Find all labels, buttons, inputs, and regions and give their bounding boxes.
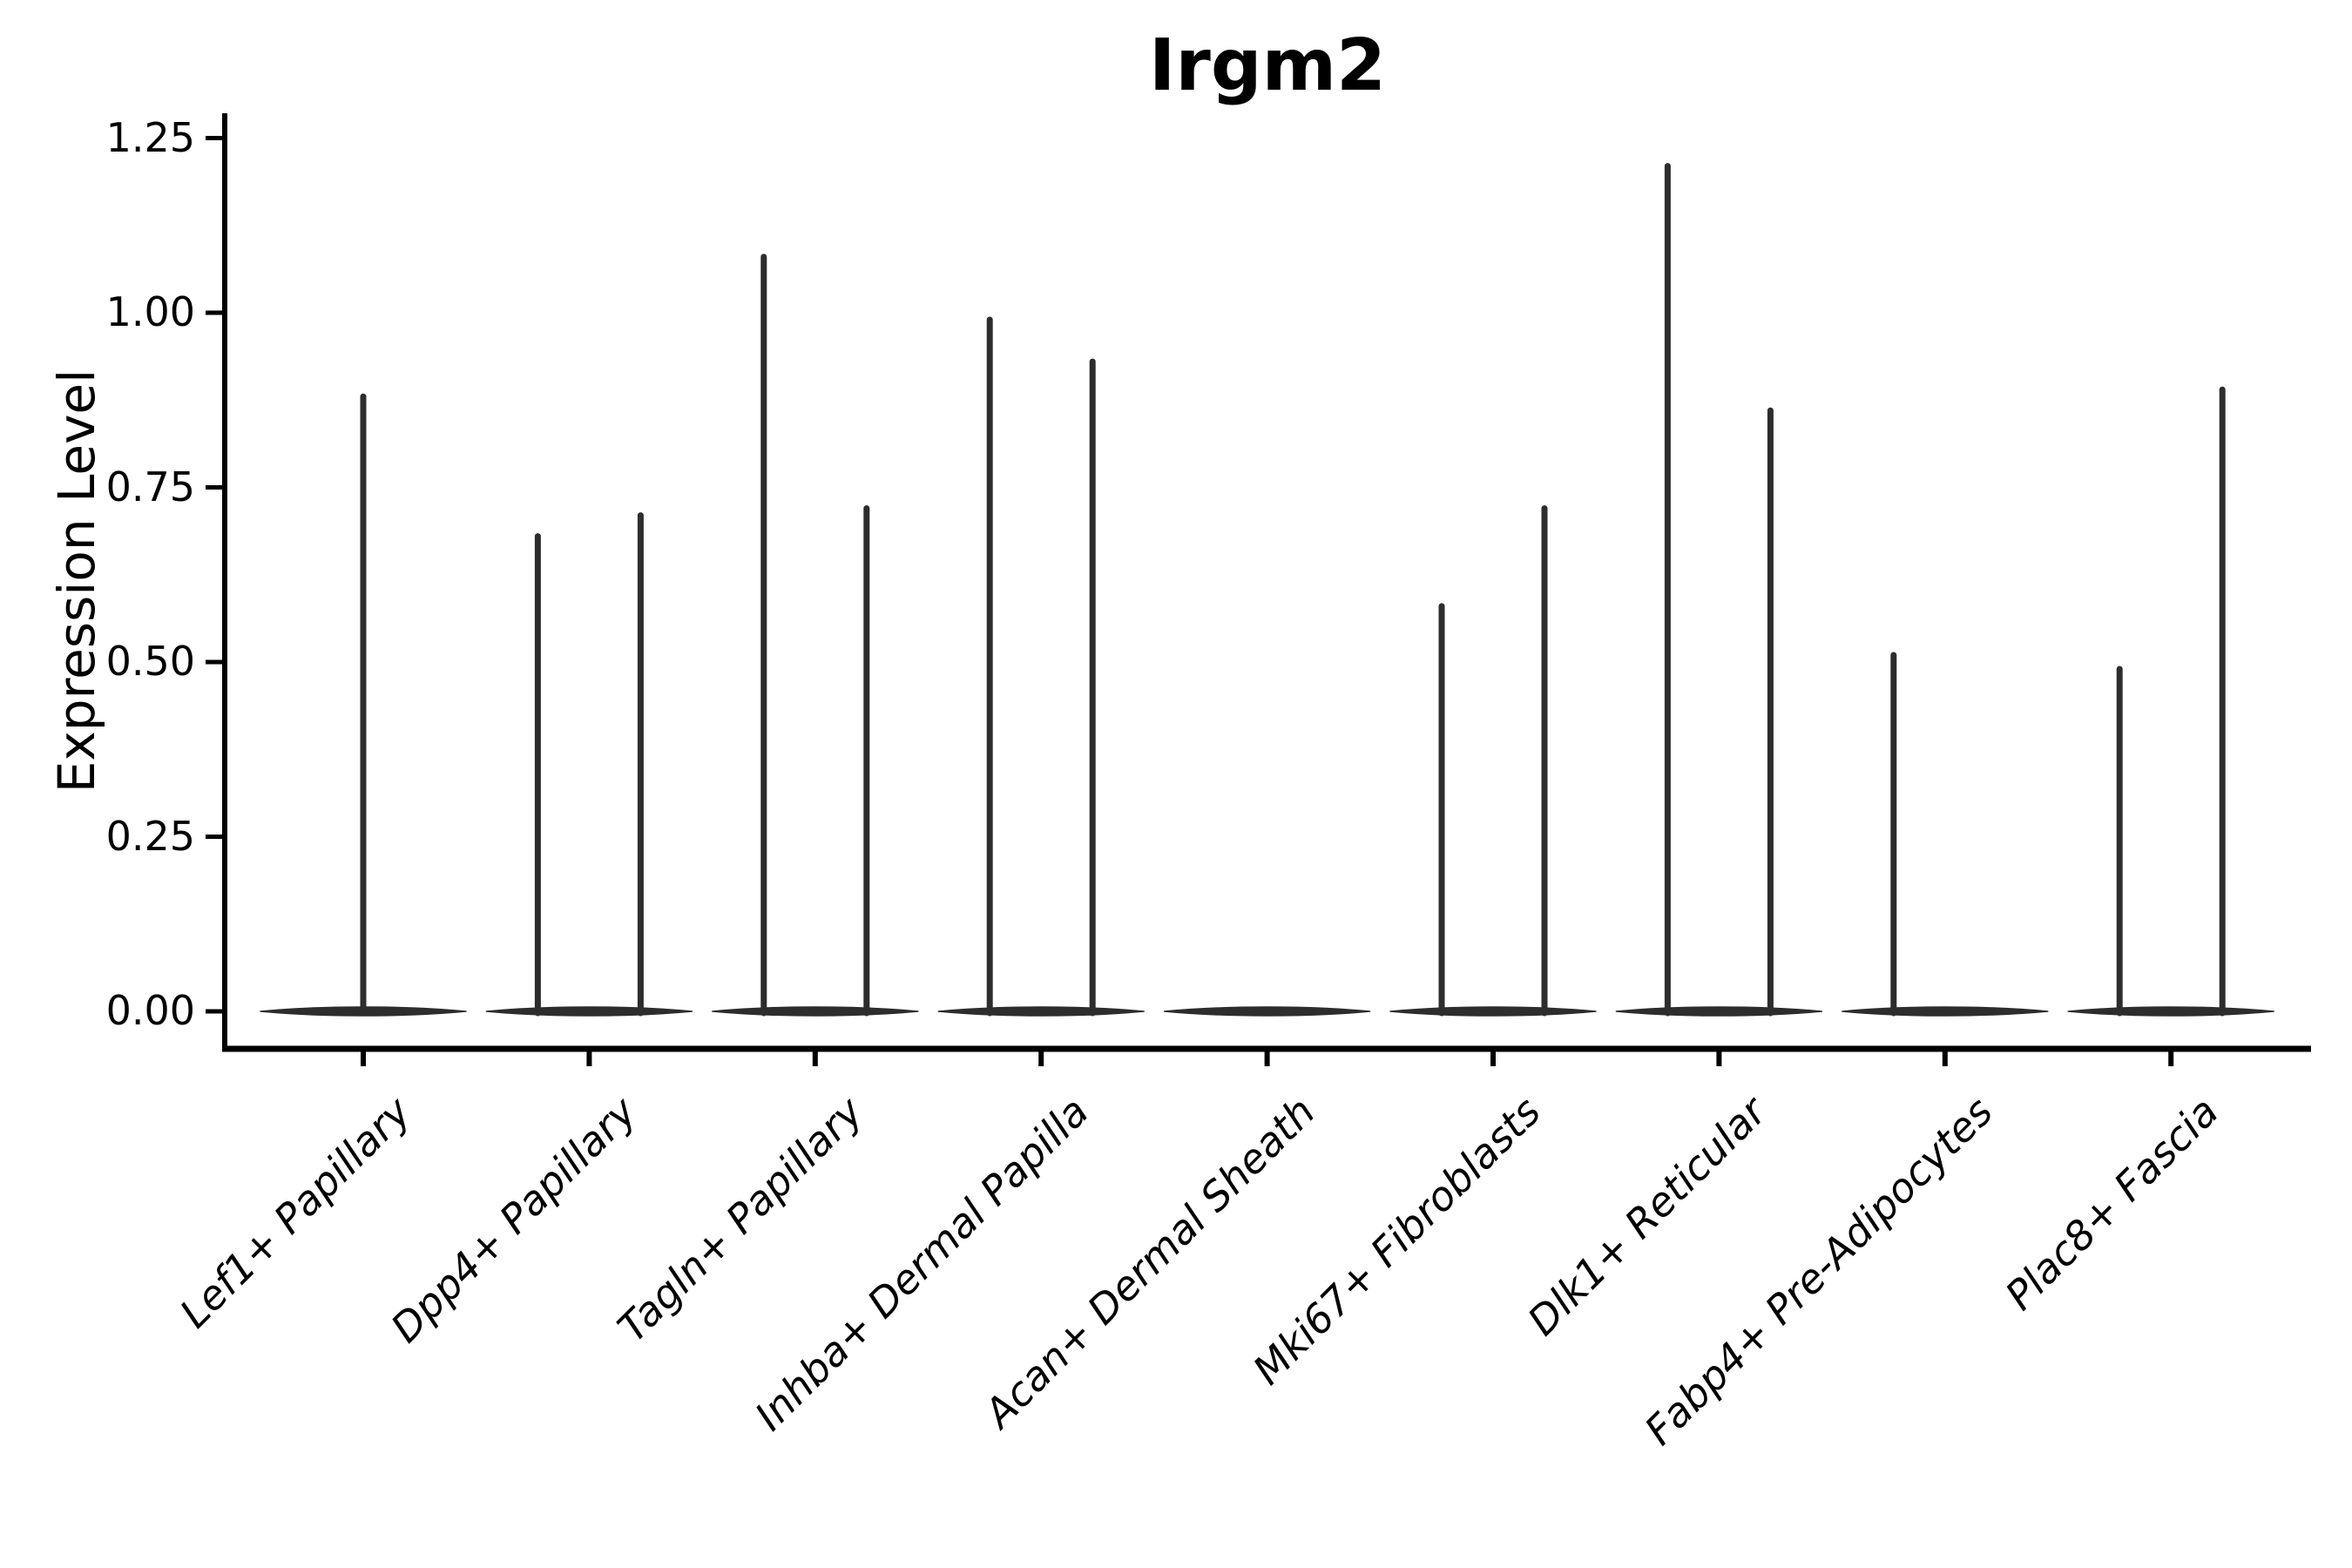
violin-baseline [2067,1006,2274,1017]
y-tick-label: 1.25 [105,113,195,161]
violin-baseline [1842,1006,2049,1017]
violin-baseline [1163,1006,1371,1017]
y-tick-label: 0.50 [105,638,195,685]
y-tick-label: 0.75 [105,463,195,510]
violin-baseline [1389,1006,1597,1017]
violin-baseline [485,1006,693,1017]
y-tick-label: 0.25 [105,812,195,860]
violin-baseline [937,1006,1145,1017]
plot-title: Irgm2 [1148,24,1387,107]
violin-baseline [1615,1006,1823,1017]
y-tick-label: 0.00 [105,987,195,1034]
y-tick-label: 1.00 [105,288,195,335]
violin-baseline [712,1006,919,1017]
